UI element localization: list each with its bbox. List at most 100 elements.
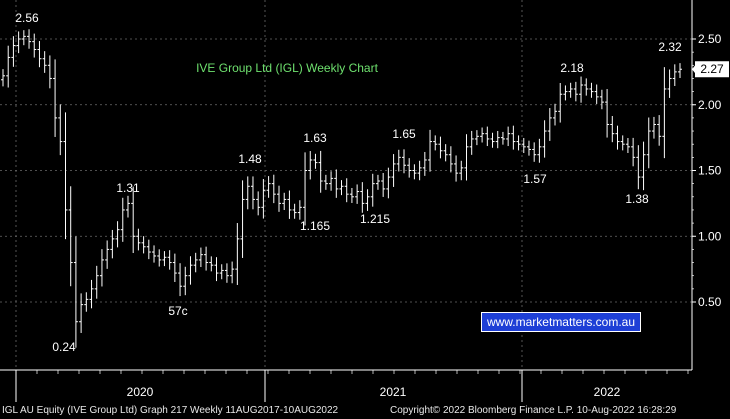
ohlc-bar-127 [662,67,667,159]
ohlc-bar-29 [152,245,157,263]
annotation-label-2: 1.31 [116,181,140,195]
ohlc-bar-110 [573,81,578,102]
ohlc-bar-122 [636,145,641,190]
annotation-label-10: 2.18 [560,61,584,75]
ohlc-bar-92 [480,127,485,143]
annotation-label-3: 57c [168,304,187,318]
ohlc-bar-57 [297,200,302,220]
ohlc-bar-79 [412,164,417,180]
ohlc-bar-30 [157,249,162,267]
ohlc-bar-50 [261,178,266,219]
ohlc-bar-77 [401,149,406,174]
ohlc-bar-0 [1,69,5,87]
ohlc-bar-45 [235,223,240,285]
last-price-box [695,61,729,78]
ohlc-bar-66 [344,178,349,203]
ohlc-bar-17 [89,279,94,309]
annotation-label-4: 1.48 [238,152,262,166]
ohlc-bar-83 [433,135,438,151]
ohlc-bar-42 [219,264,224,280]
ohlc-bar-18 [94,265,99,299]
ohlc-bar-80 [417,160,422,181]
ohlc-bar-100 [521,138,526,154]
ohlc-bar-74 [386,167,391,199]
last-price-pointer [692,64,696,75]
ohlc-bar-51 [266,176,271,198]
ohlc-bar-73 [381,172,386,197]
ohlc-bar-56 [292,203,297,219]
ohlc-bar-107 [558,82,563,123]
ohlc-bar-82 [428,129,433,172]
ohlc-bar-129 [672,64,677,87]
y-tick-label-2: 1.50 [698,164,722,178]
ohlc-bar-43 [224,263,229,283]
ohlc-bar-89 [464,134,469,181]
ohlc-bar-47 [245,176,250,210]
ohlc-bar-7 [37,41,42,68]
ohlc-bar-63 [329,171,334,191]
ohlc-bar-86 [448,146,453,173]
ohlc-bar-60 [313,153,318,169]
annotation-label-0: 2.56 [15,11,39,25]
ohlc-bar-5 [27,29,32,49]
ohlc-bar-69 [360,182,365,213]
x-tick-label-1: 2021 [380,385,407,399]
ohlc-bar-102 [532,142,537,162]
ohlc-bar-117 [610,115,615,143]
ohlc-bar-62 [323,174,328,190]
ohlc-bar-90 [469,130,474,155]
ohlc-bar-75 [391,154,396,187]
ohlc-bar-14 [73,236,78,348]
ohlc-bar-114 [594,84,599,104]
ohlc-bar-38 [198,247,203,268]
ohlc-bar-67 [349,187,354,203]
x-tick-label-2: 2022 [594,385,621,399]
ohlc-bar-65 [339,180,344,196]
ohlc-bar-121 [631,137,636,167]
ohlc-bar-70 [365,189,370,211]
ohlc-bar-76 [396,149,401,172]
ohlc-bar-120 [625,138,630,154]
ohlc-bar-71 [370,173,375,207]
ohlc-bar-53 [277,185,282,212]
ohlc-bar-33 [172,253,177,283]
ohlc-bar-104 [542,120,547,158]
ohlc-bar-48 [250,176,255,210]
annotation-label-6: 1.63 [303,131,327,145]
ohlc-bar-124 [646,117,651,169]
ohlc-bar-108 [563,85,568,101]
ohlc-bar-111 [579,76,584,103]
annotation-label-5: 1.165 [300,219,330,233]
ohlc-bar-9 [47,55,52,89]
annotation-label-1: 0.24 [52,340,76,354]
ohlc-bar-13 [68,186,73,287]
ohlc-bar-21 [110,229,115,259]
ohlc-bar-26 [136,228,141,251]
chart-title: IVE Group Ltd (IGL) Weekly Chart [196,61,379,75]
ohlc-bar-55 [287,190,292,219]
ohlc-bar-16 [84,292,89,312]
ohlc-bar-58 [303,152,308,226]
ohlc-bars [1,29,682,348]
ohlc-bar-61 [318,150,323,193]
chart-background [0,0,730,402]
ohlc-bar-94 [490,132,495,148]
ohlc-bar-98 [511,125,516,150]
ohlc-bar-1 [6,45,11,88]
ohlc-bar-28 [146,239,151,260]
ohlc-bar-35 [183,266,188,296]
ohlc-bar-96 [500,131,505,145]
ohlc-bar-84 [438,136,443,159]
ohlc-bar-44 [230,261,235,284]
ohlc-bar-105 [547,108,552,141]
ohlc-bar-81 [422,151,427,176]
ohlc-bar-123 [641,141,646,191]
ohlc-bar-85 [443,144,448,162]
annotation-label-12: 2.32 [658,40,682,54]
ohlc-bar-12 [63,112,68,240]
ohlc-bar-115 [599,89,604,110]
x-tick-label-0: 2020 [127,385,154,399]
ohlc-bar-91 [474,130,479,146]
ohlc-bar-128 [667,69,672,98]
ohlc-bar-119 [620,135,625,151]
